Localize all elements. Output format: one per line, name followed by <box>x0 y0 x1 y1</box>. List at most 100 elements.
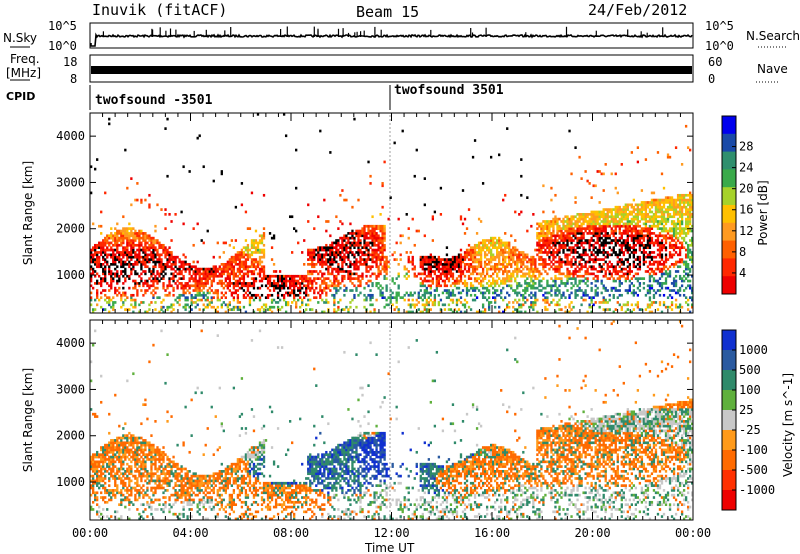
power-cell <box>108 272 111 276</box>
power-cell <box>138 284 141 288</box>
power-cell <box>622 222 625 226</box>
power-cell <box>293 227 296 230</box>
power-cell <box>216 291 219 295</box>
power-cell <box>152 246 155 250</box>
power-cell <box>580 243 583 247</box>
power-cell <box>457 260 461 264</box>
power-cell <box>134 263 137 266</box>
power-cell <box>552 234 555 238</box>
power-cell <box>168 260 171 264</box>
power-cell <box>184 286 187 290</box>
power-cell <box>128 236 131 240</box>
power-cell <box>606 224 609 228</box>
power-cell <box>144 241 147 245</box>
power-cell <box>116 241 119 245</box>
power-cell <box>534 263 537 266</box>
power-cell <box>437 303 441 307</box>
power-cell <box>220 172 223 176</box>
power-cell <box>333 303 336 307</box>
power-cell <box>638 263 642 266</box>
nave-label: Nave <box>757 62 788 76</box>
power-cell <box>188 265 191 269</box>
power-cell <box>391 296 394 300</box>
power-cell <box>576 284 579 288</box>
power-cell <box>409 291 412 295</box>
power-cell <box>443 258 447 261</box>
power-cell <box>371 234 374 238</box>
power-cell <box>367 279 370 283</box>
power-cell <box>144 265 147 269</box>
power-cell <box>646 265 650 269</box>
power-cell <box>457 282 461 285</box>
power-cell <box>536 298 539 302</box>
power-cell <box>465 270 469 273</box>
power-cell <box>246 289 250 292</box>
power-cell <box>351 282 354 285</box>
power-cell <box>256 243 260 247</box>
power-cell <box>359 241 362 245</box>
power-cell <box>333 310 336 314</box>
power-cell <box>206 274 209 278</box>
power-cell <box>457 298 461 302</box>
power-cell <box>132 305 135 309</box>
power-cell <box>321 282 324 285</box>
power-cell <box>471 284 475 288</box>
power-cell <box>246 274 250 278</box>
power-cell <box>299 289 302 292</box>
power-cell <box>652 272 656 276</box>
power-cell <box>481 284 485 288</box>
power-cell <box>602 267 605 271</box>
power-cell <box>469 258 473 261</box>
power-cell <box>307 258 310 261</box>
power-cell <box>566 232 569 235</box>
power-cell <box>230 239 234 242</box>
power-cell <box>648 289 652 292</box>
power-cell <box>331 253 334 257</box>
power-cell <box>238 267 242 271</box>
power-cell <box>578 224 581 228</box>
power-cell <box>204 293 207 297</box>
power-cell <box>439 260 443 264</box>
power-cell <box>666 153 670 157</box>
power-cell <box>242 263 246 266</box>
power-cell <box>142 255 145 259</box>
power-cell <box>136 236 139 240</box>
power-cell <box>610 272 613 276</box>
power-cell <box>329 253 332 257</box>
power-cell <box>608 272 611 276</box>
power-cell <box>672 234 676 238</box>
power-cell <box>483 308 487 311</box>
power-cell <box>423 267 426 271</box>
power-cell <box>481 303 485 307</box>
power-cell <box>429 270 432 273</box>
power-cell <box>586 224 589 228</box>
power-cell <box>202 272 205 276</box>
power-cell <box>391 303 394 307</box>
power-cell <box>114 248 117 252</box>
power-cell <box>590 289 593 292</box>
power-cell <box>598 232 601 235</box>
power-cell <box>313 277 316 280</box>
power-cell <box>624 213 627 216</box>
power-cell <box>542 298 545 302</box>
power-cell <box>116 246 119 250</box>
power-cell <box>455 301 459 304</box>
power-cell <box>586 284 589 288</box>
power-cell <box>662 263 666 266</box>
power-cell <box>439 213 443 216</box>
power-cell <box>174 260 177 264</box>
power-cell <box>614 279 617 283</box>
power-cell <box>634 227 638 230</box>
power-cell <box>471 298 475 302</box>
power-cell <box>226 263 229 266</box>
power-cell <box>556 227 559 230</box>
power-cell <box>260 234 264 238</box>
power-cell <box>210 305 213 309</box>
power-cell <box>365 253 368 257</box>
freq-label: Freq. <box>10 52 40 66</box>
power-cell <box>612 229 615 233</box>
power-cell <box>190 265 193 269</box>
power-cell <box>293 286 296 290</box>
power-cell <box>407 310 410 314</box>
power-cell <box>90 267 93 271</box>
